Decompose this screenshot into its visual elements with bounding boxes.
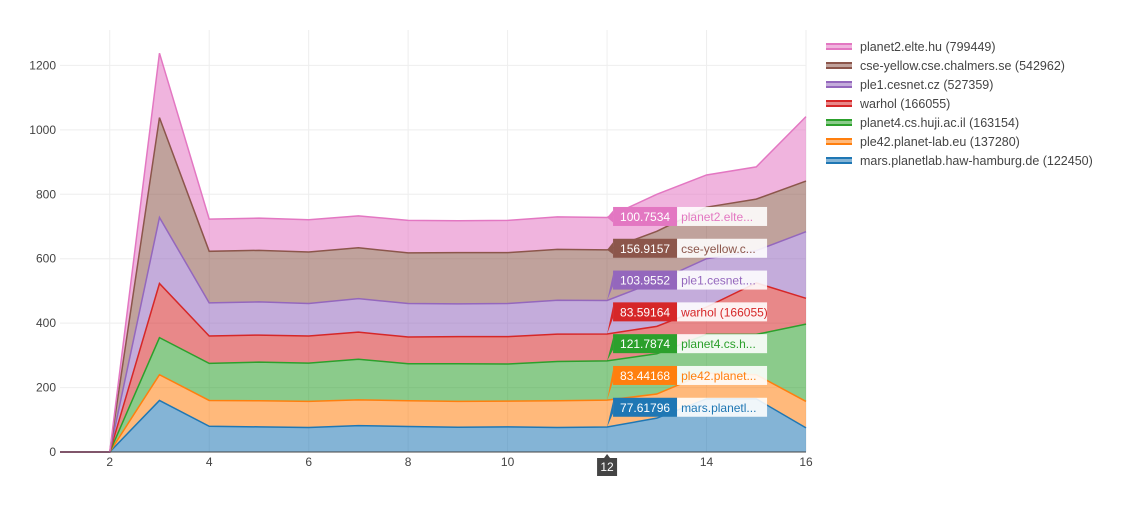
x-tick-label: 14 bbox=[700, 455, 714, 469]
legend-item[interactable]: planet2.elte.hu (799449) bbox=[826, 37, 1093, 56]
legend-label: mars.planetlab.haw-hamburg.de (122450) bbox=[860, 153, 1093, 168]
hover-value: 121.7874 bbox=[620, 337, 670, 351]
hover-value-box bbox=[613, 302, 678, 322]
x-tick-label: 4 bbox=[206, 455, 213, 469]
hover-name-box bbox=[677, 365, 768, 385]
legend-label: planet4.cs.huji.ac.il (163154) bbox=[860, 115, 1020, 130]
legend-swatch bbox=[826, 62, 852, 69]
hover-series-name: planet4.cs.h... bbox=[681, 337, 756, 351]
series-line bbox=[60, 52, 807, 453]
legend-swatch bbox=[826, 43, 852, 50]
legend-label: cse-yellow.cse.chalmers.se (542962) bbox=[860, 58, 1065, 73]
hover-series-name: mars.planetl... bbox=[681, 401, 756, 415]
hover-label: 83.44168 ple42.planet... bbox=[607, 365, 768, 401]
area-series[interactable] bbox=[60, 373, 806, 452]
legend-swatch bbox=[826, 138, 852, 145]
legend-item[interactable]: planet4.cs.huji.ac.il (163154) bbox=[826, 113, 1093, 132]
hover-pointer bbox=[607, 369, 614, 401]
hover-series-name: cse-yellow.c... bbox=[681, 242, 756, 256]
hover-value: 83.59164 bbox=[620, 305, 670, 319]
x-tick-label: 2 bbox=[106, 455, 113, 469]
area-series[interactable] bbox=[60, 398, 806, 452]
legend-swatch bbox=[826, 100, 852, 107]
hover-name-box bbox=[677, 206, 768, 226]
hover-series-name: ple42.planet... bbox=[681, 369, 756, 383]
legend-label: ple42.planet-lab.eu (137280) bbox=[860, 134, 1020, 149]
area-series[interactable] bbox=[60, 117, 806, 453]
hover-value: 156.9157 bbox=[620, 242, 670, 256]
area-series[interactable] bbox=[60, 324, 806, 452]
y-tick-label: 600 bbox=[36, 252, 56, 266]
hover-pointer bbox=[607, 274, 614, 301]
hover-series-name: planet2.elte... bbox=[681, 210, 753, 224]
hover-pointer bbox=[607, 210, 614, 223]
legend[interactable]: planet2.elte.hu (799449) cse-yellow.cse.c… bbox=[826, 37, 1093, 170]
hover-value-box bbox=[613, 334, 678, 354]
x-hover-tag: 12 bbox=[597, 454, 618, 476]
y-tick-label: 800 bbox=[36, 187, 56, 201]
series-line bbox=[60, 215, 807, 453]
y-tick-label: 1200 bbox=[29, 58, 56, 72]
x-tick-label: 16 bbox=[799, 455, 813, 469]
legend-label: planet2.elte.hu (799449) bbox=[860, 39, 996, 54]
hover-label: 83.59164 warhol (166055) bbox=[607, 302, 768, 334]
hover-pointer bbox=[607, 305, 614, 334]
y-tick-label: 400 bbox=[36, 316, 56, 330]
hover-value-box bbox=[613, 270, 678, 290]
hover-value-box bbox=[613, 206, 678, 226]
x-tick-label: 6 bbox=[305, 455, 312, 469]
hover-name-box bbox=[677, 397, 768, 417]
hover-labels: 100.7534 planet2.elte... 156.9157 cse-yello… bbox=[597, 206, 768, 476]
x-hover-tag-box bbox=[597, 454, 618, 476]
hover-name-box bbox=[677, 270, 768, 290]
hover-name-box bbox=[677, 302, 768, 322]
hover-label: 100.7534 planet2.elte... bbox=[607, 206, 768, 226]
legend-swatch bbox=[826, 119, 852, 126]
hover-label: 156.9157 cse-yellow.c... bbox=[607, 238, 768, 258]
hover-value: 103.9552 bbox=[620, 274, 670, 288]
hover-value: 77.61796 bbox=[620, 401, 670, 415]
legend-label: warhol (166055) bbox=[860, 96, 951, 111]
x-tick-label: 8 bbox=[405, 455, 412, 469]
hover-name-box bbox=[677, 238, 768, 258]
hover-value: 100.7534 bbox=[620, 210, 670, 224]
axes: 0 200 400 600 800 1000 1200 2 4 6 8 10 14 16 bbox=[29, 58, 813, 469]
legend-item[interactable]: cse-yellow.cse.chalmers.se (542962) bbox=[826, 56, 1093, 75]
hover-value-box bbox=[613, 238, 678, 258]
area-series[interactable] bbox=[60, 217, 806, 452]
legend-item[interactable]: ple1.cesnet.cz (527359) bbox=[826, 75, 1093, 94]
hover-value-box bbox=[613, 397, 678, 417]
hover-label: 121.7874 planet4.cs.h... bbox=[607, 334, 768, 361]
x-hover-value: 12 bbox=[600, 460, 614, 474]
hover-name-box bbox=[677, 334, 768, 354]
hover-pointer bbox=[607, 242, 614, 255]
hover-pointer bbox=[607, 401, 614, 427]
hover-pointer bbox=[607, 337, 614, 361]
hover-value-box bbox=[613, 365, 678, 385]
legend-item[interactable]: warhol (166055) bbox=[826, 94, 1093, 113]
y-tick-label: 200 bbox=[36, 381, 56, 395]
x-tick-label: 10 bbox=[501, 455, 515, 469]
hover-series-name: warhol (166055) bbox=[680, 305, 768, 319]
legend-swatch bbox=[826, 81, 852, 88]
hover-series-name: ple1.cesnet.... bbox=[681, 274, 756, 288]
legend-item[interactable]: ple42.planet-lab.eu (137280) bbox=[826, 132, 1093, 151]
y-tick-label: 1000 bbox=[29, 123, 56, 137]
hover-label: 103.9552 ple1.cesnet.... bbox=[607, 270, 768, 301]
area-series[interactable] bbox=[60, 282, 806, 452]
y-tick-label: 0 bbox=[49, 445, 56, 459]
legend-label: ple1.cesnet.cz (527359) bbox=[860, 77, 994, 92]
legend-swatch bbox=[826, 157, 852, 164]
hover-value: 83.44168 bbox=[620, 369, 670, 383]
hover-label: 77.61796 mars.planetl... bbox=[607, 397, 768, 427]
legend-item[interactable]: mars.planetlab.haw-hamburg.de (122450) bbox=[826, 151, 1093, 170]
